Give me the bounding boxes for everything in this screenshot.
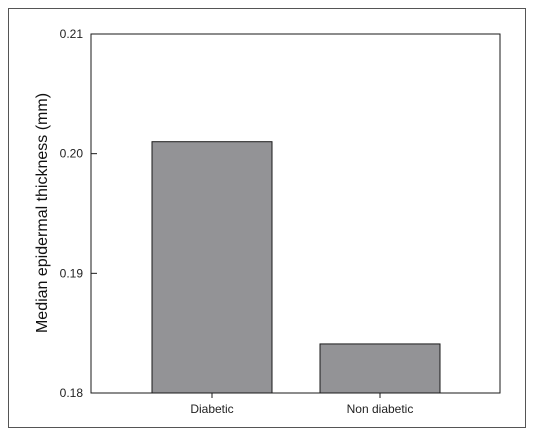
y-axis: 0.18 0.19 0.20 0.21 [60,27,97,400]
x-tick-label: Non diabetic [347,402,414,416]
y-axis-title: Median epidermal thickness (mm) [34,93,51,333]
x-tick-label: Diabetic [190,402,233,416]
bars-group [151,141,441,394]
y-tick-label: 0.18 [60,386,84,400]
y-tick-label: 0.20 [60,147,84,161]
bar-non-diabetic [319,343,441,394]
y-tick-label: 0.19 [60,266,84,280]
y-tick-label: 0.21 [60,27,84,41]
plot-area-border [90,33,501,394]
x-axis: Diabetic Non diabetic [190,393,413,416]
bar-diabetic [151,141,273,394]
